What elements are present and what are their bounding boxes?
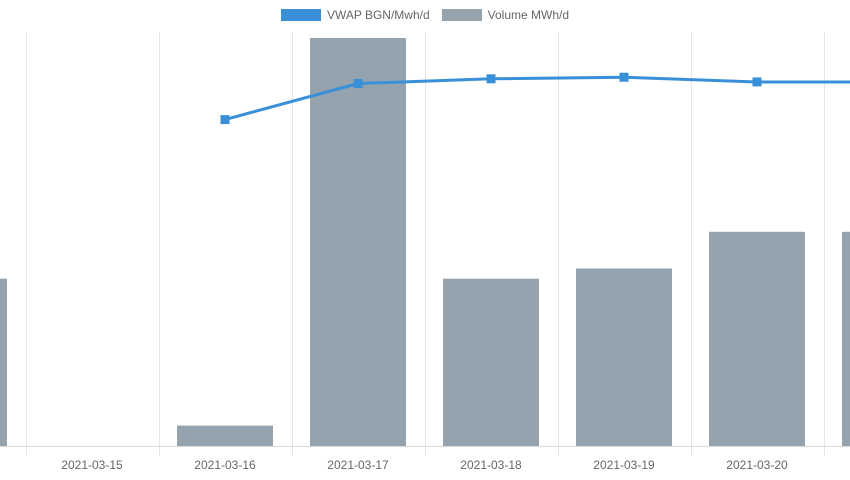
vwap-line [224, 75, 850, 122]
legend-item-volume[interactable]: Volume MWh/d [441, 8, 570, 22]
legend-item-vwap[interactable]: VWAP BGN/Mwh/d [280, 8, 430, 22]
vwap-line-layer [220, 72, 850, 125]
volume-bar[interactable] [443, 278, 539, 446]
legend-label-vwap: VWAP BGN/Mwh/d [326, 8, 430, 22]
x-tick-label: 2021-03-15 [61, 458, 123, 472]
vwap-point[interactable] [752, 77, 762, 87]
legend-swatch-volume [441, 9, 482, 21]
x-axis-ticks: 2021-03-15 2021-03-16 2021-03-17 2021-03-18… [61, 458, 788, 472]
volume-bars [0, 38, 850, 446]
x-tick-label: 2021-03-17 [327, 458, 389, 472]
volume-bar[interactable] [842, 231, 850, 446]
legend: VWAP BGN/Mwh/d Volume MWh/d [0, 8, 850, 22]
vwap-point[interactable] [220, 115, 230, 125]
volume-bar[interactable] [310, 38, 406, 446]
x-tick-label: 2021-03-19 [593, 458, 655, 472]
legend-label-volume: Volume MWh/d [487, 8, 570, 22]
x-tick-label: 2021-03-18 [460, 458, 522, 472]
x-tick-label: 2021-03-20 [726, 458, 788, 472]
volume-bar[interactable] [709, 231, 805, 446]
x-tick-label: 2021-03-16 [194, 458, 256, 472]
vwap-point[interactable] [353, 79, 363, 89]
gridlines [0, 32, 850, 456]
volume-bar[interactable] [177, 425, 273, 446]
volume-bar[interactable] [576, 268, 672, 446]
legend-swatch-vwap [280, 9, 321, 21]
vwap-point[interactable] [486, 74, 496, 84]
volume-bar[interactable] [0, 278, 7, 446]
vwap-point[interactable] [619, 72, 629, 82]
